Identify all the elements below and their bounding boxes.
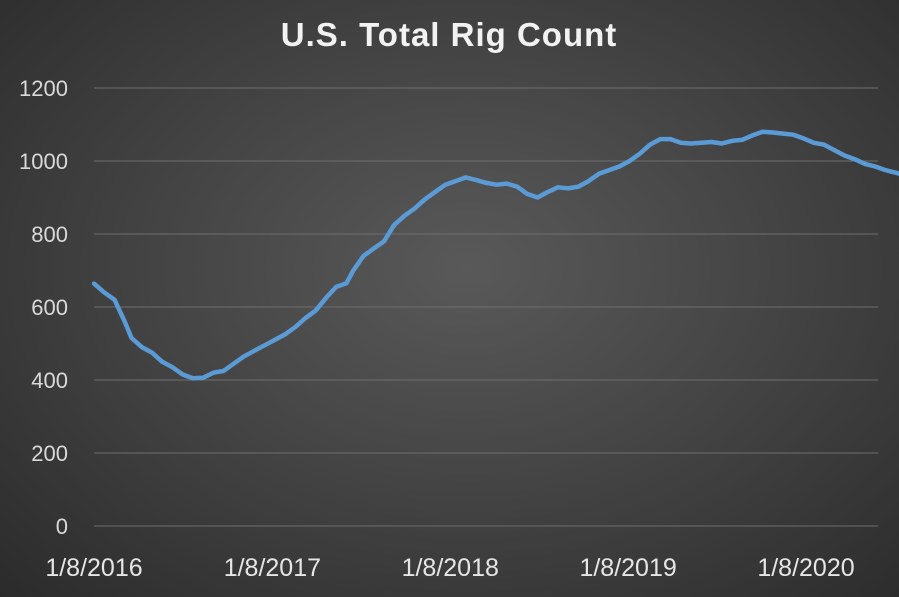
y-axis-tick-labels: 0 200 400 600 800 1000 1200 bbox=[19, 76, 68, 539]
gridlines bbox=[94, 87, 878, 527]
chart-title: U.S. Total Rig Count bbox=[281, 16, 618, 53]
y-tick-label: 0 bbox=[56, 514, 68, 539]
x-tick-label: 1/8/2020 bbox=[757, 554, 854, 582]
y-tick-label: 1200 bbox=[19, 76, 68, 101]
x-tick-label: 1/8/2018 bbox=[402, 554, 499, 582]
series-line-0 bbox=[91, 129, 899, 381]
y-tick-label: 600 bbox=[31, 295, 68, 320]
y-tick-label: 200 bbox=[31, 441, 68, 466]
y-tick-label: 1000 bbox=[19, 149, 68, 174]
y-tick-label: 400 bbox=[31, 368, 68, 393]
series-layer bbox=[91, 129, 899, 381]
x-axis-tick-labels: 1/8/2016 1/8/2017 1/8/2018 1/8/2019 1/8/2020 bbox=[45, 554, 854, 582]
x-tick-label: 1/8/2016 bbox=[45, 554, 142, 582]
x-tick-label: 1/8/2019 bbox=[579, 554, 676, 582]
y-tick-label: 800 bbox=[31, 222, 68, 247]
x-tick-label: 1/8/2017 bbox=[224, 554, 321, 582]
